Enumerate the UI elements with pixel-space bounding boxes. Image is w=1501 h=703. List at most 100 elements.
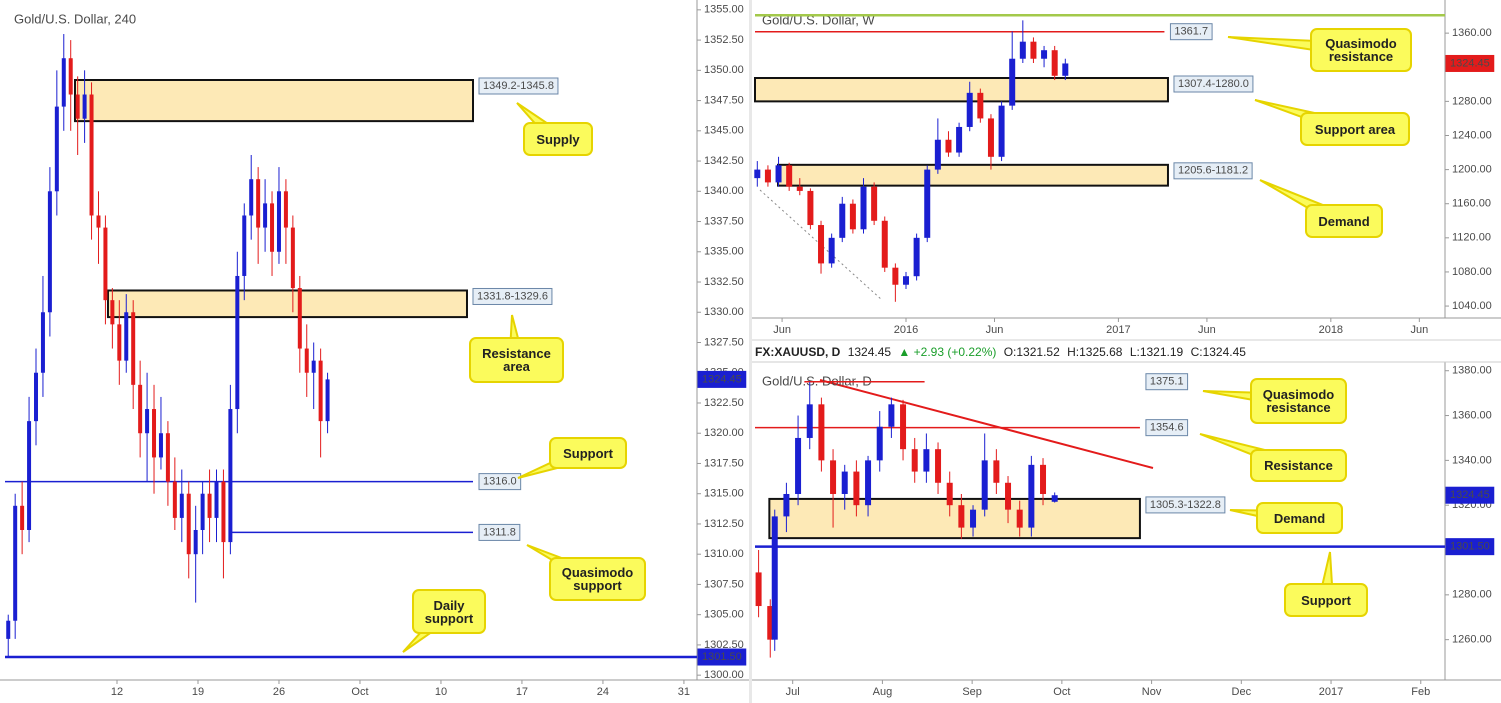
candle-body	[1062, 63, 1069, 76]
y-tick-label: 1340.00	[704, 185, 744, 197]
last-price-tag-box	[1445, 54, 1495, 72]
x-tick-label: Jun	[1198, 324, 1216, 336]
quote-bar: FX:XAUUSD, D 1324.45 ▲ +2.93 (+0.22%) O:…	[755, 345, 1250, 359]
candle-body	[754, 169, 761, 179]
zone-label: 1305.3-1322.8	[1150, 499, 1221, 511]
candle-body	[767, 606, 774, 640]
candle-body	[138, 384, 143, 434]
candle-body	[40, 312, 45, 373]
y-tick-label: 1310.00	[704, 548, 744, 560]
candle-body	[13, 505, 18, 621]
zone	[777, 163, 1169, 187]
y-tick-label: 1332.50	[704, 276, 744, 288]
candle-body	[68, 58, 73, 95]
candle-body	[1030, 41, 1037, 59]
x-tick-label: 10	[435, 686, 447, 698]
candle-body	[131, 312, 136, 385]
candle-body	[54, 106, 59, 192]
y-tick-label: 1360.00	[1452, 409, 1492, 421]
candle-body	[235, 275, 240, 410]
candle-body	[783, 493, 790, 517]
candle-body	[304, 348, 309, 373]
symbol: FX:XAUUSD, D	[755, 345, 841, 359]
candle-body	[318, 360, 323, 422]
chart-title: Gold/U.S. Dollar, 240	[14, 11, 136, 26]
candle-body	[193, 530, 198, 555]
candle-body	[913, 237, 920, 277]
candle-body	[853, 471, 860, 506]
zone	[106, 289, 468, 319]
candle-body	[1041, 50, 1048, 59]
candle-body	[1040, 464, 1047, 494]
candle-body	[871, 186, 878, 221]
high: H:1325.68	[1067, 345, 1123, 359]
x-tick-label: Jun	[1410, 324, 1428, 336]
y-tick-label: 1307.50	[704, 578, 744, 590]
candle-body	[934, 139, 941, 170]
callout: Support	[1284, 583, 1368, 617]
level-label-box	[478, 523, 521, 541]
callout: Quasimodo support	[549, 557, 646, 601]
candle-body	[795, 437, 802, 494]
y-tick-label: 1260.00	[1452, 634, 1492, 646]
x-tick-label: 2016	[894, 324, 918, 336]
candle-body	[860, 186, 867, 230]
level-label: 1375.1	[1150, 376, 1184, 388]
candle-body	[839, 203, 846, 238]
trend-line	[759, 189, 883, 301]
callout: Resistance area	[469, 337, 564, 383]
zone-label: 1205.6-1181.2	[1178, 165, 1248, 177]
candle-body	[841, 471, 848, 494]
zone-label: 1331.8-1329.6	[477, 290, 548, 302]
open: O:1321.52	[1003, 345, 1060, 359]
candle-body	[771, 516, 778, 640]
callout: Support area	[1300, 112, 1410, 146]
x-tick-label: Sep	[962, 686, 982, 698]
candle-body	[263, 203, 268, 228]
y-tick-label: 1350.00	[704, 64, 744, 76]
y-tick-label: 1322.50	[704, 397, 744, 409]
y-tick-label: 1200.00	[1452, 164, 1492, 176]
zone	[73, 79, 475, 123]
y-tick-label: 1280.00	[1452, 95, 1492, 107]
level-label-box	[478, 473, 522, 491]
candle-body	[987, 118, 994, 157]
candle-body	[6, 620, 11, 639]
zone-label-box	[472, 287, 553, 305]
candle-body	[117, 324, 122, 361]
candle-body	[888, 404, 895, 427]
level-label-box	[1169, 23, 1213, 41]
level-price-tag: 1301.50	[1450, 541, 1490, 553]
last-price-tag: 1324.45	[702, 373, 742, 385]
candle-body	[876, 426, 883, 461]
callout: Demand	[1256, 502, 1343, 534]
candle-body	[311, 360, 316, 373]
y-tick-label: 1040.00	[1452, 300, 1492, 312]
x-tick-label: Jun	[773, 324, 791, 336]
zone	[768, 497, 1141, 540]
candle-body	[75, 94, 80, 119]
x-tick-label: 24	[597, 686, 609, 698]
y-tick-label: 1335.00	[704, 246, 744, 258]
zone-label: 1349.2-1345.8	[483, 80, 554, 92]
candle-body	[82, 94, 87, 119]
candle-body	[27, 421, 32, 530]
candle-body	[998, 105, 1005, 157]
x-tick-label: Dec	[1232, 686, 1252, 698]
trend-line	[819, 379, 1154, 469]
candle-body	[1019, 41, 1026, 59]
x-tick-label: Oct	[351, 686, 368, 698]
y-tick-label: 1300.00	[704, 669, 744, 681]
y-tick-label: 1327.50	[704, 336, 744, 348]
last-price-tag-box	[1445, 486, 1495, 504]
candle-body	[172, 481, 177, 518]
y-tick-label: 1352.50	[704, 34, 744, 46]
close: C:1324.45	[1190, 345, 1246, 359]
candle-body	[902, 276, 909, 285]
zone	[754, 77, 1169, 103]
x-tick-label: 17	[516, 686, 528, 698]
callout: Quasimodo resistance	[1250, 378, 1347, 424]
candle-body	[865, 460, 872, 506]
candle-body	[103, 227, 108, 301]
candle-body	[946, 482, 953, 506]
